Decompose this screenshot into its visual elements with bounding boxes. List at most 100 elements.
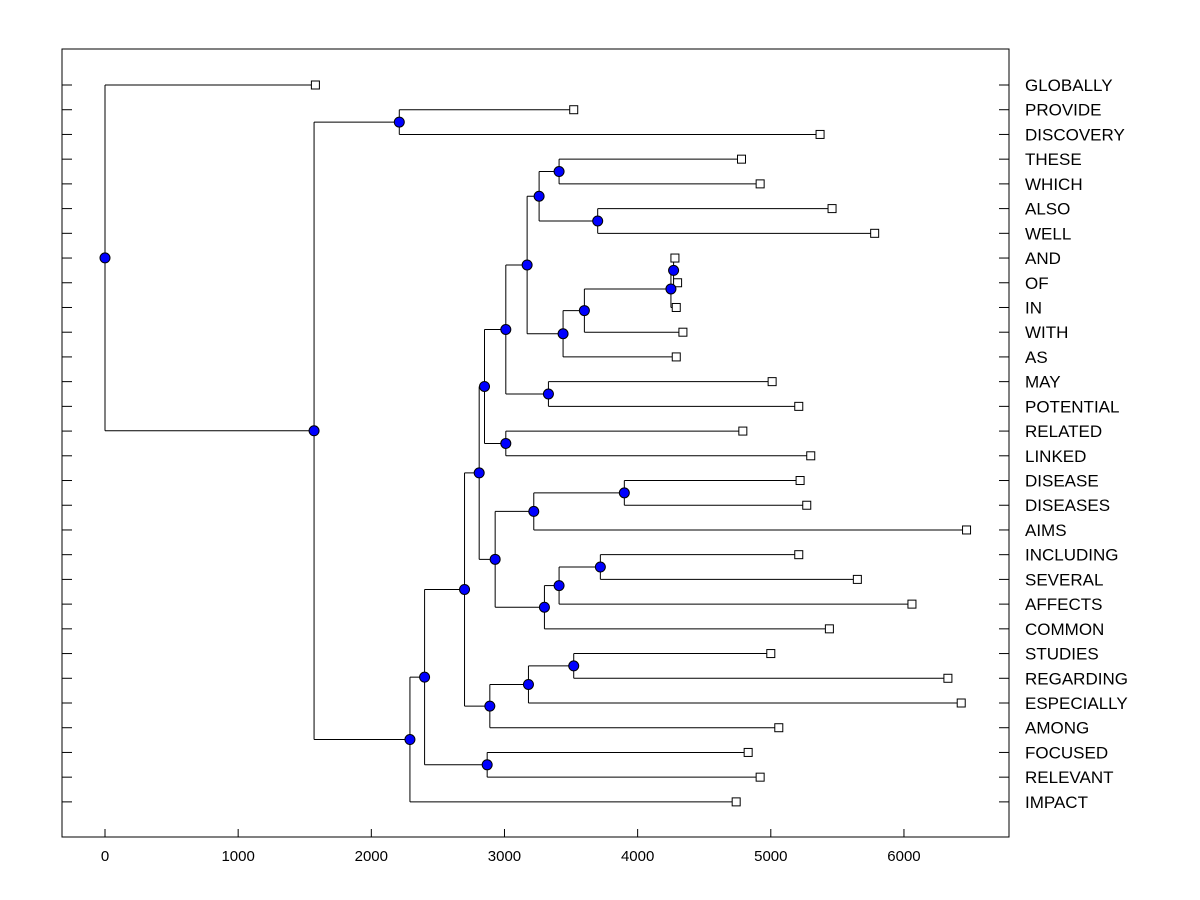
axis-ticks (62, 84, 1009, 837)
merge-nodes (99, 116, 680, 771)
leaf-marker (824, 624, 834, 634)
merge-node (594, 561, 606, 573)
leaf-label: AIMS (1025, 521, 1067, 540)
leaf-marker (766, 649, 776, 659)
leaf-marker (671, 302, 681, 312)
x-tick-label: 4000 (621, 848, 654, 865)
merge-node (538, 601, 550, 613)
leaf-label: THESE (1025, 150, 1082, 169)
leaf-label: RELEVANT (1025, 768, 1114, 787)
merge-node (521, 259, 533, 271)
leaf-marker (738, 426, 748, 436)
leaf-marker (943, 673, 953, 683)
leaf-marker (755, 772, 765, 782)
leaf-label: OF (1025, 274, 1049, 293)
leaf-marker (870, 228, 880, 238)
plot-frame (61, 48, 1010, 838)
leaf-marker (774, 723, 784, 733)
merge-node (665, 283, 677, 295)
merge-node (568, 660, 580, 672)
leaf-marker (794, 401, 804, 411)
merge-node (533, 190, 545, 202)
leaf-label: AFFECTS (1025, 595, 1102, 614)
x-tick-label: 3000 (488, 848, 521, 865)
merge-node (479, 380, 491, 392)
merge-node (578, 305, 590, 317)
merge-node (393, 116, 405, 128)
leaf-marker (767, 377, 777, 387)
leaf-label: WHICH (1025, 175, 1083, 194)
leaf-label: RELATED (1025, 422, 1102, 441)
merge-node (419, 671, 431, 683)
leaf-marker (852, 574, 862, 584)
merge-node (484, 700, 496, 712)
leaf-marker (569, 105, 579, 115)
leaf-label: ALSO (1025, 200, 1070, 219)
merge-node (489, 553, 501, 565)
leaf-labels: GLOBALLY PROVIDE DISCOVERY THESE WHICH ALSO WE… (1025, 76, 1128, 812)
leaf-label: ESPECIALLY (1025, 694, 1128, 713)
merge-node (528, 505, 540, 517)
merge-node (459, 583, 471, 595)
leaf-marker (795, 476, 805, 486)
leaf-label: AMONG (1025, 719, 1089, 738)
leaf-marker (755, 179, 765, 189)
merge-node (473, 467, 485, 479)
leaf-marker (731, 797, 741, 807)
leaf-label: DISCOVERY (1025, 125, 1125, 144)
merge-node (553, 580, 565, 592)
dendrogram-links (104, 84, 967, 803)
leaf-label: REGARDING (1025, 669, 1128, 688)
leaf-label: POTENTIAL (1025, 397, 1119, 416)
leaf-label: WITH (1025, 323, 1068, 342)
leaf-marker (806, 451, 816, 461)
leaf-label: WELL (1025, 224, 1071, 243)
leaf-label: MAY (1025, 373, 1061, 392)
leaf-label: STUDIES (1025, 645, 1099, 664)
merge-node (99, 252, 111, 264)
merge-node (308, 425, 320, 437)
leaf-marker (737, 154, 747, 164)
merge-node (592, 215, 604, 227)
merge-node (500, 437, 512, 449)
leaf-label: GLOBALLY (1025, 76, 1113, 95)
leaf-marker (671, 352, 681, 362)
leaf-marker (673, 278, 683, 288)
leaf-label: COMMON (1025, 620, 1104, 639)
leaf-marker (962, 525, 972, 535)
leaf-marker (670, 253, 680, 263)
merge-node (542, 388, 554, 400)
merge-node (500, 323, 512, 335)
leaf-label: FOCUSED (1025, 743, 1108, 762)
merge-node (557, 328, 569, 340)
leaf-marker (802, 500, 812, 510)
x-tick-label: 1000 (221, 848, 254, 865)
leaf-marker (907, 599, 917, 609)
leaf-marker (310, 80, 320, 90)
x-tick-label: 0 (101, 848, 109, 865)
leaf-markers (310, 80, 972, 807)
leaf-label: AND (1025, 249, 1061, 268)
leaf-marker (956, 698, 966, 708)
x-axis-tick-labels: 0 1000 2000 3000 4000 5000 6000 (101, 848, 921, 865)
leaf-label: DISEASES (1025, 496, 1110, 515)
merge-node (668, 264, 680, 276)
x-tick-label: 6000 (887, 848, 920, 865)
merge-node (553, 166, 565, 178)
leaf-marker (815, 129, 825, 139)
leaf-label: SEVERAL (1025, 570, 1103, 589)
leaf-label: PROVIDE (1025, 101, 1102, 120)
leaf-label: LINKED (1025, 447, 1086, 466)
leaf-marker (794, 550, 804, 560)
merge-node (618, 487, 630, 499)
x-tick-label: 2000 (355, 848, 388, 865)
leaf-label: IN (1025, 298, 1042, 317)
leaf-marker (743, 747, 753, 757)
leaf-label: DISEASE (1025, 472, 1099, 491)
leaf-marker (827, 204, 837, 214)
leaf-label: AS (1025, 348, 1048, 367)
leaf-label: INCLUDING (1025, 546, 1119, 565)
leaf-label: IMPACT (1025, 793, 1088, 812)
merge-node (481, 759, 493, 771)
